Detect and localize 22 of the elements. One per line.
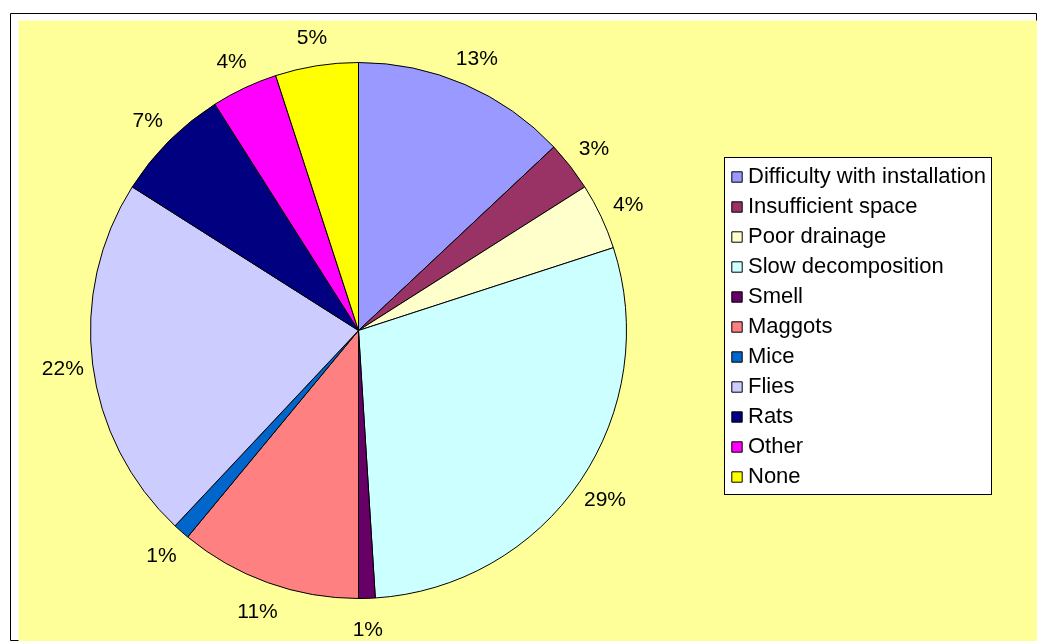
legend-label: None (748, 463, 801, 489)
data-label: 4% (216, 49, 247, 73)
data-label: 11% (237, 599, 278, 623)
data-label: 29% (583, 486, 626, 510)
legend-label: Insufficient space (748, 193, 918, 219)
legend-label: Rats (748, 403, 794, 429)
data-label: 7% (132, 108, 163, 132)
data-label: 1% (146, 542, 177, 566)
data-label: 4% (612, 192, 644, 216)
legend-label: Difficulty with installation (748, 163, 987, 189)
data-label: 1% (352, 616, 384, 640)
legend-label: Flies (748, 373, 795, 399)
legend-label: Smell (748, 283, 804, 309)
data-label: 3% (578, 136, 610, 160)
data-label: 5% (296, 24, 328, 48)
legend-label: Mice (748, 343, 795, 369)
data-label: 22% (41, 356, 84, 380)
legend-label: Other (748, 433, 804, 459)
legend-label: Slow decomposition (748, 253, 944, 279)
legend-label: Poor drainage (748, 223, 887, 249)
data-label: 13% (455, 45, 498, 69)
legend-label: Maggots (748, 313, 833, 339)
